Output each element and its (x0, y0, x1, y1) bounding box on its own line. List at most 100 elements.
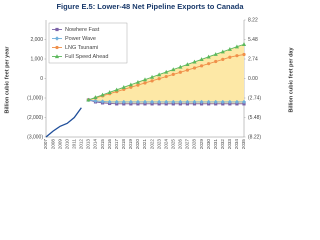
marker (178, 64, 183, 69)
x-tick-label: 2010 (64, 139, 69, 150)
x-tick-label: 2008 (50, 139, 55, 150)
y-tick-label: 2,000 (30, 37, 43, 43)
marker (207, 62, 211, 66)
x-tick-label: 2035 (241, 139, 246, 150)
marker (206, 54, 211, 59)
marker (171, 99, 176, 104)
marker (157, 99, 162, 104)
marker (149, 99, 155, 104)
marker (149, 74, 155, 79)
marker (213, 52, 218, 56)
marker (100, 99, 105, 104)
marker (164, 69, 169, 74)
marker (128, 99, 133, 104)
x-tick-label: 2034 (234, 139, 239, 150)
marker (228, 55, 232, 59)
marker (192, 66, 197, 70)
marker (220, 99, 225, 104)
marker (142, 77, 148, 82)
x-tick-label: 2017 (114, 139, 119, 150)
scenario-range (88, 44, 244, 104)
x-tick-label: 2015 (100, 139, 105, 150)
legend-label: Power Wave (65, 36, 96, 42)
marker (129, 85, 133, 89)
marker (93, 98, 98, 104)
marker (54, 54, 60, 59)
marker (164, 74, 168, 79)
marker (143, 81, 147, 85)
y2-axis-title: Billion cubic feet per day (288, 47, 294, 113)
y2-tick-label: 5.48 (248, 37, 258, 43)
marker (142, 99, 148, 104)
marker (128, 82, 133, 87)
x-tick-label: 2026 (178, 139, 183, 150)
marker (185, 68, 190, 72)
marker (241, 42, 247, 46)
marker (185, 99, 190, 104)
y-tick-label: 1,000 (30, 56, 43, 62)
legend: Nowhere Fast Power Wave LNG Tsunami Full Sp… (48, 22, 128, 64)
x-tick-label: 2009 (57, 139, 62, 150)
y2-tick-label: (5.48) (248, 115, 261, 121)
legend-label: Full Speed Ahead (65, 54, 108, 60)
marker (100, 92, 105, 97)
legend-label: Nowhere Fast (65, 27, 100, 33)
marker (213, 99, 218, 104)
marker (121, 99, 126, 104)
marker (199, 99, 204, 104)
marker (192, 59, 197, 64)
marker (136, 83, 140, 87)
marker (55, 27, 59, 32)
marker (93, 95, 98, 100)
marker (199, 64, 204, 68)
marker (220, 49, 225, 54)
x-tick-label: 2024 (163, 139, 168, 150)
y-axis-title: Billion cubic feet per year (4, 46, 10, 114)
y2-tick-label: (2.74) (248, 95, 261, 101)
x-tick-label: 2021 (142, 139, 147, 150)
y2-tick-label: (8.22) (248, 134, 261, 140)
marker (86, 97, 91, 102)
y2-tick-label: 0.00 (248, 76, 258, 82)
marker (135, 99, 141, 104)
marker (114, 87, 119, 92)
marker (121, 85, 126, 89)
marker (178, 99, 183, 104)
marker (242, 52, 246, 57)
marker (234, 99, 240, 104)
x-tick-label: 2020 (135, 139, 140, 150)
x-tick-label: 2016 (107, 139, 112, 150)
marker (178, 70, 182, 74)
x-tick-label: 2012 (79, 139, 84, 150)
x-tick-label: 2013 (86, 139, 91, 150)
x-tick-label: 2011 (72, 139, 77, 149)
marker (164, 99, 169, 104)
marker (55, 45, 59, 50)
marker (227, 99, 232, 104)
marker (214, 59, 218, 64)
marker (107, 90, 112, 94)
legend-label: LNG Tsunami (65, 45, 98, 51)
marker (107, 99, 112, 104)
marker (157, 77, 161, 81)
marker (171, 72, 175, 77)
x-tick-label: 2023 (156, 139, 161, 150)
chart: Figure E.5: Lower-48 Net Pipeline Export… (4, 2, 294, 150)
marker (54, 36, 60, 41)
marker (241, 99, 247, 104)
chart-title: Figure E.5: Lower-48 Net Pipeline Export… (56, 2, 244, 11)
x-tick-label: 2029 (199, 139, 204, 150)
marker (157, 72, 162, 77)
x-tick-label: 2014 (93, 139, 98, 150)
x-tick-label: 2025 (171, 139, 176, 150)
x-tick-label: 2022 (149, 139, 154, 150)
marker (227, 47, 232, 51)
y-tick-label: (2,000) (27, 115, 43, 121)
marker (221, 57, 225, 61)
series-line (45, 107, 82, 138)
x-tick-label: 2028 (192, 139, 197, 150)
marker (114, 99, 119, 104)
x-tick-label: 2027 (185, 139, 190, 150)
marker (135, 79, 141, 84)
y2-tick-label: 2.74 (248, 56, 258, 62)
